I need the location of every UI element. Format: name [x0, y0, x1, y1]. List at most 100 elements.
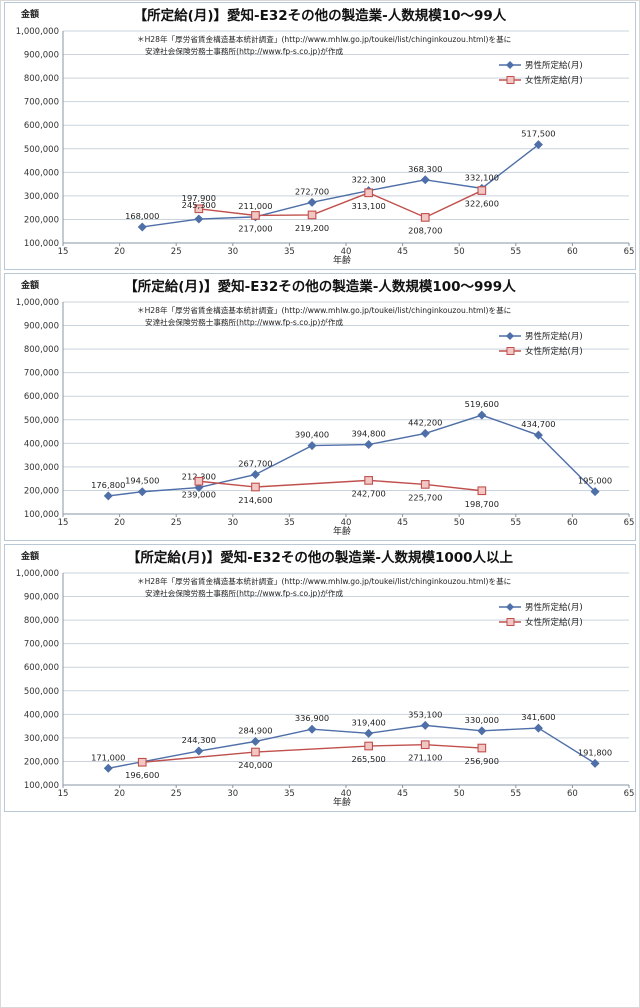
data-label: 368,300 [408, 164, 442, 174]
data-label: 197,900 [182, 193, 216, 203]
x-tick-label: 30 [227, 518, 238, 528]
data-point-male [590, 758, 600, 768]
x-tick-label: 35 [284, 247, 295, 257]
x-axis-title: 年齢 [333, 525, 351, 537]
legend-marker [506, 61, 514, 69]
y-tick-label: 600,000 [24, 121, 59, 131]
chart-title: 【所定給(月)】愛知-E32その他の製造業-人数規模1000人以上 [127, 549, 514, 566]
legend-marker [506, 332, 514, 340]
data-point-male [307, 441, 317, 451]
data-label: 242,700 [351, 488, 385, 498]
data-label: 271,100 [408, 753, 442, 763]
x-tick-label: 45 [397, 247, 408, 257]
x-tick-label: 15 [58, 789, 69, 799]
data-point-male [137, 222, 147, 232]
data-label: 219,200 [295, 223, 329, 233]
data-point-male [477, 410, 487, 420]
y-tick-label: 400,000 [24, 439, 59, 449]
data-point-male [307, 197, 317, 207]
data-label: 330,000 [465, 715, 499, 725]
data-point-male [194, 214, 204, 224]
data-label: 442,200 [408, 417, 442, 427]
y-axis-title: 金額 [20, 279, 39, 291]
data-point-male [533, 140, 543, 150]
data-point-female [420, 740, 430, 750]
data-label: 267,700 [238, 458, 272, 468]
data-label: 176,800 [91, 480, 125, 490]
data-point-male [250, 736, 260, 746]
x-tick-label: 25 [171, 789, 182, 799]
x-tick-label: 55 [510, 247, 521, 257]
data-label: 322,300 [351, 175, 385, 185]
data-label: 168,000 [125, 211, 159, 221]
y-tick-label: 500,000 [24, 416, 59, 426]
data-point-female [420, 480, 430, 489]
data-label: 519,600 [465, 399, 499, 409]
y-tick-label: 400,000 [24, 168, 59, 178]
data-label: 244,300 [182, 735, 216, 745]
chart-title: 【所定給(月)】愛知-E32その他の製造業-人数規模100～999人 [124, 278, 516, 295]
data-point-male [533, 723, 543, 733]
data-point-male [137, 487, 147, 497]
data-point-female [364, 188, 373, 198]
data-label: 434,700 [521, 419, 555, 429]
x-tick-label: 30 [227, 247, 238, 257]
legend-label: 女性所定給(月) [525, 346, 583, 357]
data-label: 322,600 [465, 199, 499, 209]
data-label: 211,000 [238, 201, 272, 211]
data-label: 217,000 [238, 223, 272, 233]
y-tick-label: 900,000 [24, 593, 59, 603]
x-tick-label: 35 [284, 518, 295, 528]
data-point-female [251, 211, 260, 220]
source-note-line1: ＊H28年「厚労省賃金構造基本統計調査」(http://www.mhlw.go.… [137, 34, 511, 44]
chart-panel-2: 100,000 200,000 300,000 400,000 500,000 600,0… [4, 273, 636, 541]
data-point-male [420, 720, 430, 730]
data-label: 196,600 [125, 770, 159, 780]
data-label: 214,600 [238, 495, 272, 505]
x-tick-label: 50 [454, 247, 465, 257]
chart-title: 【所定給(月)】愛知-E32その他の製造業-人数規模10～99人 [134, 7, 507, 24]
data-label: 272,700 [295, 186, 329, 196]
data-point-female [307, 210, 317, 220]
y-tick-label: 100,000 [24, 510, 59, 520]
data-label: 390,400 [295, 430, 329, 440]
x-tick-label: 40 [341, 247, 352, 257]
data-point-female [137, 757, 147, 767]
y-tick-label: 200,000 [24, 215, 59, 225]
x-tick-label: 50 [454, 789, 465, 799]
y-tick-label: 1,000,000 [16, 298, 59, 308]
x-tick-label: 55 [510, 789, 521, 799]
legend-marker [506, 618, 515, 626]
x-tick-label: 40 [341, 518, 352, 528]
data-point-female [251, 747, 260, 757]
data-point-male [250, 469, 260, 479]
data-label: 341,600 [521, 712, 555, 722]
y-tick-label: 500,000 [24, 145, 59, 155]
x-tick-label: 55 [510, 518, 521, 528]
x-tick-label: 50 [454, 518, 465, 528]
series-line [142, 144, 539, 228]
x-tick-label: 60 [567, 518, 578, 528]
y-tick-label: 700,000 [24, 369, 59, 379]
y-tick-label: 100,000 [24, 781, 59, 791]
data-point-female [194, 204, 204, 214]
y-tick-label: 300,000 [24, 192, 59, 202]
y-tick-label: 1,000,000 [16, 27, 59, 37]
legend-label: 女性所定給(月) [525, 617, 583, 628]
x-tick-label: 45 [397, 518, 408, 528]
series-line [108, 414, 596, 497]
data-point-female [477, 743, 487, 753]
data-label: 240,000 [238, 760, 272, 770]
y-tick-label: 400,000 [24, 710, 59, 720]
x-tick-label: 25 [171, 518, 182, 528]
series-line [198, 189, 483, 219]
chart-background [5, 3, 635, 269]
chart-svg-2: 100,000 200,000 300,000 400,000 500,000 600,0… [5, 274, 635, 540]
y-tick-label: 200,000 [24, 757, 59, 767]
data-label: 171,000 [91, 752, 125, 762]
data-label: 319,400 [351, 717, 385, 727]
data-point-female [420, 213, 430, 222]
source-note-line2: 安達社会保険労務士事務所(http://www.fp-s.co.jp)が作成 [145, 46, 343, 56]
chart-svg-1: 100,000 200,000 300,000 400,000 500,000 600,0… [5, 3, 635, 269]
data-label: 332,100 [465, 172, 499, 182]
